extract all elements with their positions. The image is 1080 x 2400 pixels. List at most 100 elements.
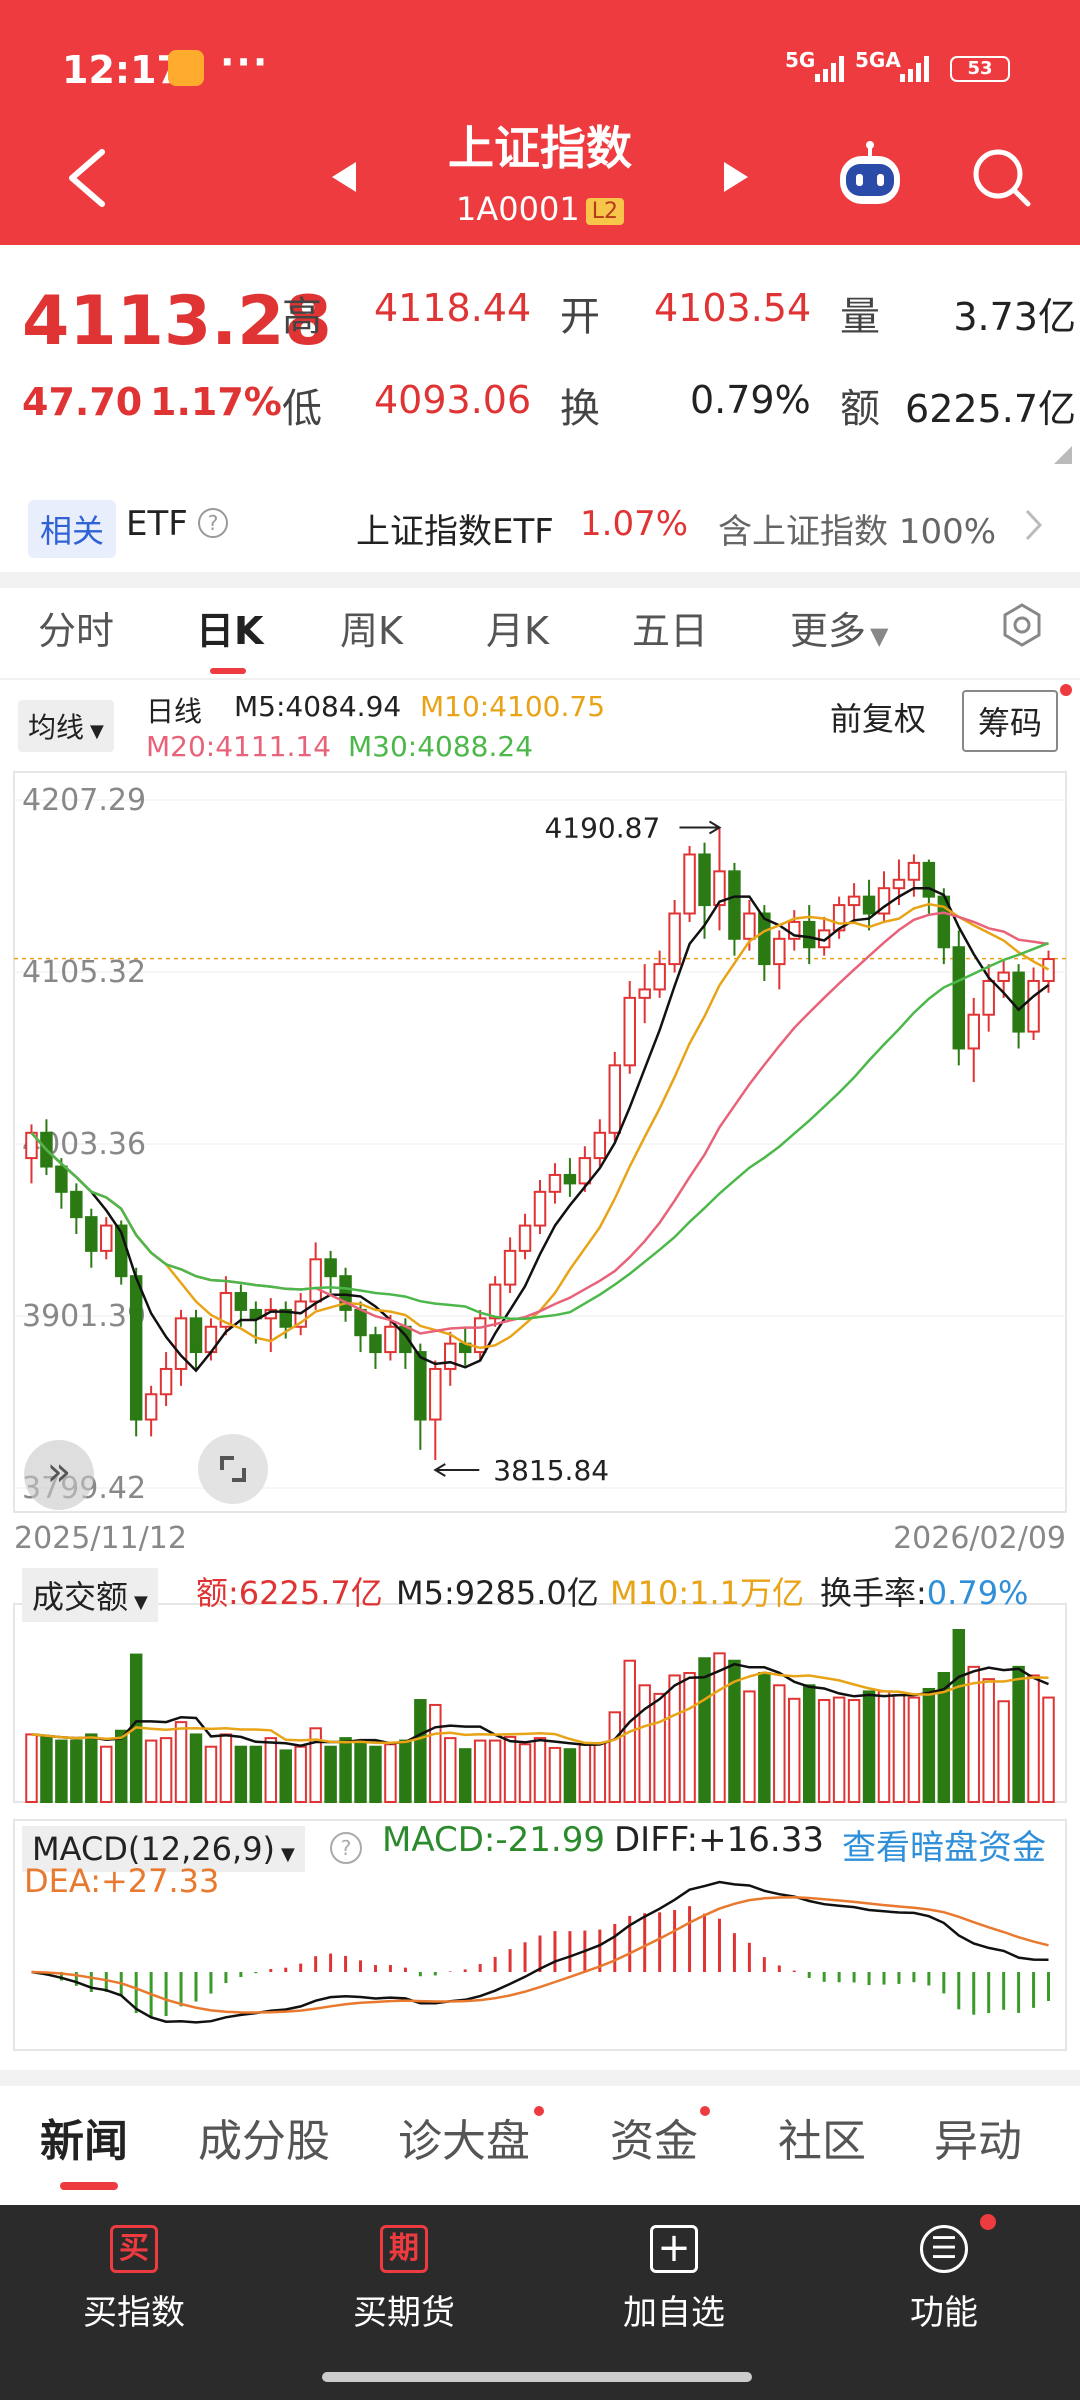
volume-bar [1042, 1696, 1055, 1803]
buy-index-icon[interactable]: 买 [110, 2225, 158, 2273]
volume-bar [249, 1745, 263, 1804]
tab-diagnose[interactable]: 诊大盘 [398, 2116, 530, 2167]
candle-body [144, 1393, 158, 1421]
adjust-label[interactable]: 前复权 [830, 700, 927, 738]
related-tag: 相关 [28, 500, 117, 558]
settings-gear-icon[interactable] [1000, 603, 1044, 647]
volume-bar [159, 1737, 173, 1803]
tab-daily-k[interactable]: 日K [196, 609, 264, 653]
macd-indicator-dropdown[interactable]: MACD(12,26,9) ▼ [22, 1826, 305, 1872]
fullscreen-icon[interactable] [198, 1434, 268, 1504]
next-stock-icon[interactable] [722, 160, 750, 194]
candle-body [563, 1173, 577, 1185]
tab-funds[interactable]: 资金 [610, 2116, 698, 2167]
candle-body [384, 1325, 397, 1354]
tab-intraday[interactable]: 分时 [38, 609, 115, 653]
candle-body [429, 1367, 442, 1421]
price-change: 47.70 [22, 380, 143, 424]
candle-body [638, 988, 651, 999]
candle-body [249, 1308, 263, 1320]
dea-line [31, 1896, 1049, 2014]
candlestick-chart[interactable]: 4207.294105.324003.363901.393799.424190.… [0, 760, 1080, 2060]
expand-corner-icon[interactable] [1054, 446, 1072, 464]
volume-bar [728, 1659, 741, 1804]
chip-button[interactable]: 筹码 [962, 690, 1059, 752]
tab-five-day[interactable]: 五日 [632, 609, 709, 653]
volume-bar [458, 1748, 472, 1804]
volume-bar [339, 1737, 352, 1803]
add-watchlist-button[interactable]: 加自选 [623, 2293, 725, 2333]
dark-pool-link[interactable]: 查看暗盘资金 [842, 1828, 1046, 1868]
open-label: 开 [560, 294, 600, 340]
open-value: 4103.54 [654, 286, 812, 330]
candle-body [70, 1190, 83, 1219]
prev-stock-icon[interactable] [330, 160, 358, 194]
etf-pct: 1.07% [580, 504, 689, 544]
buy-index-button[interactable]: 买指数 [83, 2293, 185, 2333]
tab-weekly-k[interactable]: 周K [340, 609, 403, 653]
add-watchlist-icon[interactable]: + [650, 2225, 698, 2273]
candle-body [892, 878, 906, 890]
candle-body [369, 1334, 382, 1354]
tab-more[interactable]: 更多 ▼ [790, 609, 889, 653]
volume-indicator-dropdown[interactable]: 成交额 ▼ [22, 1568, 158, 1622]
low-arrow-head [433, 1463, 446, 1477]
volume-bar [653, 1692, 666, 1804]
volume-bar [563, 1748, 577, 1804]
back-arrow-icon[interactable] [64, 148, 108, 208]
dropdown-triangle-icon: ▼ [134, 1592, 148, 1613]
expand-sidebar-icon[interactable]: » [24, 1440, 94, 1510]
candle-body [488, 1283, 502, 1320]
volume-bar [40, 1735, 53, 1804]
stock-code: 1A0001 [456, 190, 580, 228]
network-5ga-label: 5GA [855, 48, 901, 72]
volume-bar [429, 1703, 442, 1804]
diff-line [31, 1880, 1049, 2024]
status-time: 12:17 [62, 48, 183, 92]
buy-futures-button[interactable]: 买期货 [353, 2293, 455, 2333]
function-button[interactable]: 功能 [910, 2293, 978, 2333]
candle-body [758, 912, 771, 966]
y-tick-label: 4105.32 [22, 955, 146, 990]
candle-body [608, 1064, 622, 1134]
help-icon[interactable]: ? [198, 508, 228, 538]
volume-bar [533, 1737, 547, 1803]
candle-body [219, 1292, 233, 1328]
macd-value: MACD:-21.99 [382, 1820, 605, 1860]
dropdown-triangle-icon: ▼ [90, 721, 104, 742]
volume-bar [937, 1672, 951, 1803]
volume-bar [1027, 1674, 1040, 1804]
search-icon[interactable] [970, 146, 1034, 210]
chevron-right-icon[interactable] [1024, 508, 1044, 542]
volume-bar [817, 1699, 831, 1803]
dea-value: DEA:+27.33 [24, 1862, 220, 1900]
etf-name[interactable]: 上证指数ETF [356, 512, 554, 552]
volume-bar [877, 1690, 891, 1804]
robot-assistant-icon[interactable] [832, 140, 908, 212]
candle-body [85, 1216, 98, 1252]
ma5-line [30, 886, 1050, 1373]
volume-bar [683, 1672, 696, 1803]
tab-community[interactable]: 社区 [778, 2116, 866, 2167]
volume-bar [802, 1684, 816, 1803]
notification-dot [700, 2106, 710, 2116]
help-icon[interactable]: ? [330, 1832, 362, 1864]
tab-unusual[interactable]: 异动 [934, 2116, 1022, 2167]
volume-bar [100, 1745, 113, 1804]
function-menu-icon[interactable]: ☰ [920, 2225, 968, 2273]
volume-bar [414, 1699, 427, 1803]
macd-panel-frame [13, 1819, 1067, 2051]
divider [0, 2070, 1080, 2086]
moving-average-dropdown[interactable]: 均线 ▼ [18, 700, 114, 752]
tab-monthly-k[interactable]: 月K [486, 609, 549, 653]
candle-body [997, 971, 1010, 982]
y-tick-label: 4207.29 [22, 783, 146, 818]
tab-components[interactable]: 成分股 [198, 2116, 330, 2167]
volume-bar [473, 1739, 487, 1803]
volume-bar [384, 1743, 397, 1803]
home-indicator [322, 2372, 752, 2382]
buy-futures-icon[interactable]: 期 [380, 2225, 428, 2273]
candle-body [713, 870, 726, 907]
tab-news[interactable]: 新闻 [40, 2116, 128, 2167]
divider [0, 678, 1080, 680]
